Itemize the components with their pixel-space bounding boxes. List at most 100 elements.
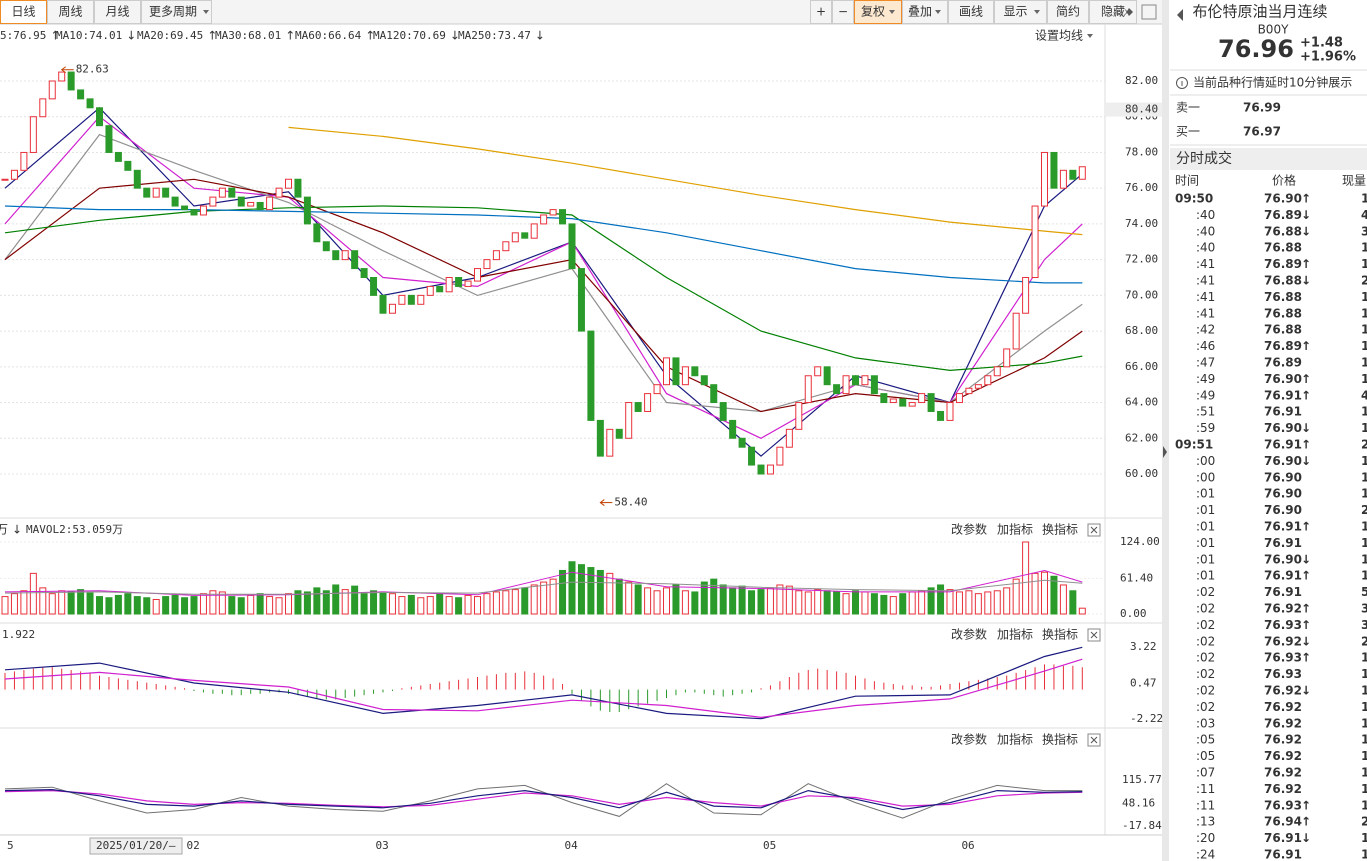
tool-button[interactable] xyxy=(810,0,832,24)
candle xyxy=(483,259,491,270)
candle xyxy=(1012,312,1020,350)
candle xyxy=(162,187,170,198)
trade-dir: ↓ xyxy=(1301,224,1311,238)
candle xyxy=(313,223,321,243)
tool-button[interactable] xyxy=(854,0,902,24)
panel-button[interactable]: 换指标 xyxy=(1042,732,1078,747)
candle xyxy=(48,80,56,100)
trade-price: 76.91 xyxy=(1264,438,1302,452)
volume-bar xyxy=(114,594,122,615)
fullscreen[interactable] xyxy=(1141,4,1157,20)
trade-time: :00 xyxy=(1196,454,1215,468)
candle xyxy=(596,419,604,457)
sell-price: 76.99 xyxy=(1243,101,1281,115)
y-tick-label: 76.00 xyxy=(1125,181,1158,194)
trade-dir: ↓ xyxy=(1301,634,1311,648)
close-x xyxy=(1090,736,1098,744)
volume-bar xyxy=(181,597,189,615)
y-tick-label: 48.16 xyxy=(1122,796,1155,809)
ma-arrow: ↓ xyxy=(535,29,545,43)
volume-bar xyxy=(199,593,207,615)
volume-bar xyxy=(379,591,387,615)
tool-button[interactable] xyxy=(1047,0,1089,24)
period-button[interactable] xyxy=(47,0,94,24)
tool-button[interactable] xyxy=(902,0,948,24)
trade-dir: ↑ xyxy=(1301,192,1311,206)
volume-bar xyxy=(568,561,576,615)
candle xyxy=(152,187,160,198)
tool-label: − xyxy=(838,5,848,19)
candle xyxy=(285,178,292,189)
candle xyxy=(663,357,670,386)
period-button[interactable] xyxy=(141,0,212,24)
panel-button[interactable]: 换指标 xyxy=(1042,627,1078,642)
tool-button[interactable] xyxy=(832,0,854,24)
trades-header: 现量 xyxy=(1342,174,1366,188)
volume-bar xyxy=(1059,584,1067,615)
splitter[interactable] xyxy=(1162,0,1169,861)
panel-button[interactable]: 换指标 xyxy=(1042,522,1078,537)
trade-time: :02 xyxy=(1196,684,1215,698)
tool-button[interactable] xyxy=(948,0,994,24)
trade-vol: 1 xyxy=(1361,552,1367,566)
trade-vol: 2 xyxy=(1361,634,1367,648)
y-tick-label: 78.00 xyxy=(1125,145,1158,158)
period-button[interactable] xyxy=(0,0,47,24)
panel-button[interactable]: 改参数 xyxy=(951,627,987,642)
arrow-head xyxy=(60,66,66,74)
ma-legend: 5:76.95 xyxy=(0,29,46,42)
trade-price: 76.91 xyxy=(1264,848,1302,861)
trade-time: :13 xyxy=(1196,815,1215,829)
volume-bar xyxy=(237,597,245,615)
tool-button[interactable] xyxy=(994,0,1047,24)
arrow-head xyxy=(599,499,605,506)
trade-vol: 1 xyxy=(1361,520,1367,534)
splitter-arrow xyxy=(1163,446,1167,458)
tool-button[interactable] xyxy=(1089,0,1137,24)
panel-button[interactable]: 加指标 xyxy=(997,627,1033,642)
ma-arrow: ↑ xyxy=(365,29,375,43)
trade-price: 76.94 xyxy=(1264,815,1302,829)
candle xyxy=(171,196,179,207)
volume-bar xyxy=(86,592,94,615)
y-tick-label: 70.00 xyxy=(1125,288,1158,301)
trade-vol: 2 xyxy=(1361,274,1367,288)
candle xyxy=(804,375,812,404)
ma-settings[interactable]: 设置均线 xyxy=(1035,29,1083,43)
volume-bar xyxy=(398,596,406,615)
candle xyxy=(984,375,992,386)
candle xyxy=(29,116,37,153)
volume-bar xyxy=(653,590,661,615)
trade-price: 76.91 xyxy=(1264,569,1302,583)
period-button[interactable] xyxy=(94,0,141,24)
volume-bar xyxy=(474,596,481,615)
trade-vol: 3 xyxy=(1361,224,1367,238)
panel-button[interactable]: 加指标 xyxy=(997,732,1033,747)
panel-button[interactable]: 加指标 xyxy=(997,522,1033,537)
trade-price: 76.91 xyxy=(1264,520,1302,534)
trade-price: 76.91 xyxy=(1264,536,1302,550)
trade-time: :41 xyxy=(1196,306,1215,320)
candle xyxy=(577,268,585,332)
panel-button[interactable]: 改参数 xyxy=(951,732,987,747)
volume-bar xyxy=(1,596,9,615)
sell-label: 卖一 xyxy=(1176,101,1200,115)
candle xyxy=(700,375,708,386)
x-tick-label: 06 xyxy=(961,839,974,852)
volume-bar xyxy=(710,578,718,615)
trade-price: 76.93 xyxy=(1264,618,1302,632)
trade-time: :01 xyxy=(1196,520,1215,534)
trade-time: :41 xyxy=(1196,274,1215,288)
trade-time: :46 xyxy=(1196,339,1215,353)
volume-bar xyxy=(663,587,670,615)
volume-bar xyxy=(492,591,500,615)
trade-price: 76.90 xyxy=(1264,192,1302,206)
trade-vol: 1 xyxy=(1361,306,1367,320)
back-icon[interactable] xyxy=(1177,9,1183,21)
trade-time: 09:50 xyxy=(1175,192,1213,206)
volume-bar xyxy=(171,594,179,615)
trade-vol: 1 xyxy=(1361,798,1367,812)
vol-label: MAVOL2:53.059万 xyxy=(26,523,123,536)
volume-bar xyxy=(899,593,907,615)
panel-button[interactable]: 改参数 xyxy=(951,522,987,537)
